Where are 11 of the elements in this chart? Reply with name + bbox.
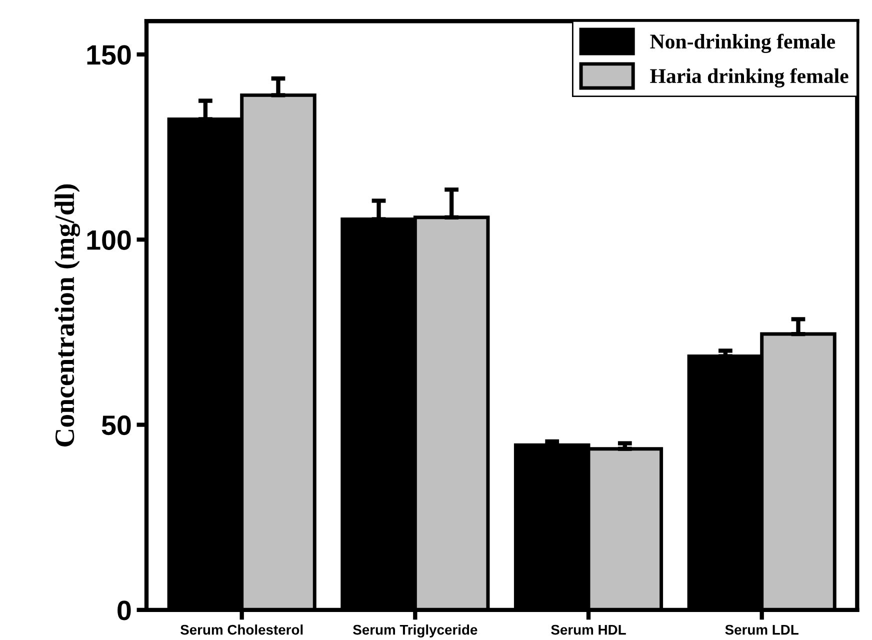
- legend-label: Haria drinking female: [650, 68, 848, 88]
- x-tick-label: Serum Cholesterol: [180, 624, 303, 635]
- x-tick-label: Serum HDL: [551, 624, 626, 635]
- y-tick-label: 0: [118, 600, 131, 620]
- x-tick-label: Serum LDL: [725, 624, 798, 635]
- legend-label: Non-drinking female: [650, 34, 836, 54]
- y-axis-title: Concentration (mg/dl): [54, 184, 80, 446]
- y-tick-label: 100: [87, 230, 131, 250]
- y-tick-label: 50: [102, 415, 131, 436]
- x-tick-label: Serum Triglyceride: [353, 624, 478, 638]
- y-tick-label: 150: [87, 45, 131, 65]
